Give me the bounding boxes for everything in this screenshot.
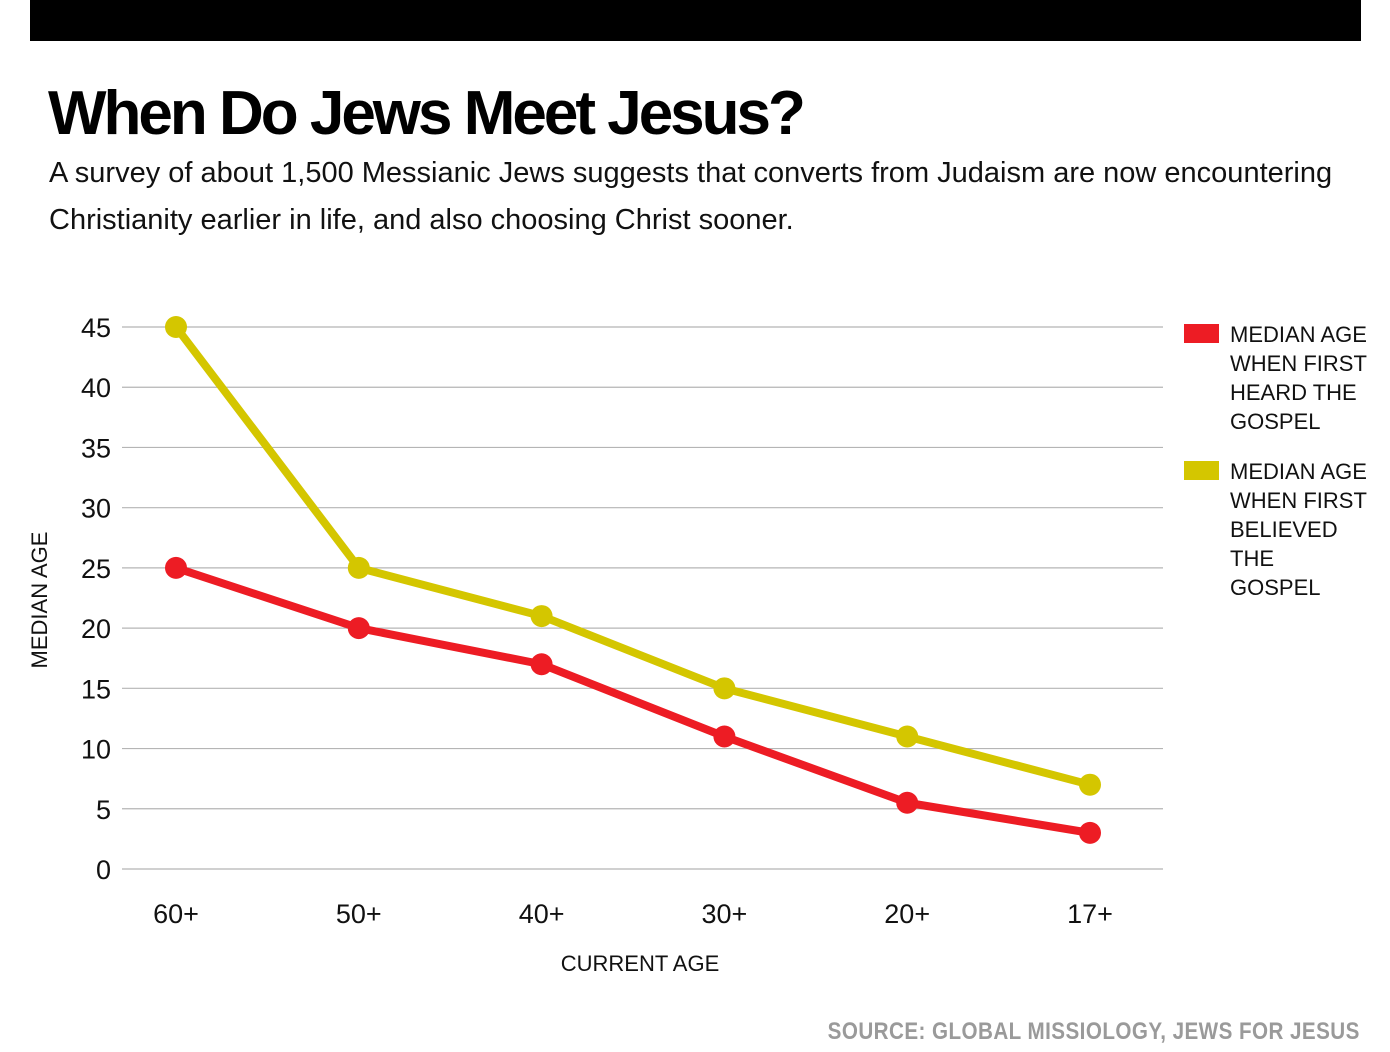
top-bar	[30, 0, 1361, 41]
y-tick-label: 45	[81, 313, 111, 343]
y-tick-label: 25	[81, 554, 111, 584]
series-line	[172, 563, 1094, 837]
y-tick-label: 5	[96, 795, 111, 825]
legend-swatch-heard	[1184, 324, 1219, 343]
series-0	[165, 556, 1101, 844]
data-point	[530, 605, 553, 628]
legend-item-heard: MEDIAN AGE WHEN FIRST HEARD THE GOSPEL	[1184, 320, 1384, 436]
series-layer	[165, 316, 1101, 844]
data-point	[165, 556, 187, 579]
y-tick-label: 35	[81, 433, 111, 463]
x-tick-label: 30+	[701, 899, 747, 929]
legend: MEDIAN AGE WHEN FIRST HEARD THE GOSPEL M…	[1184, 320, 1384, 623]
legend-item-believed: MEDIAN AGE WHEN FIRST BELIEVED THE GOSPE…	[1184, 457, 1384, 602]
x-tick-label: 40+	[519, 899, 565, 929]
series-line	[172, 323, 1094, 789]
data-point	[530, 653, 553, 676]
x-tick-labels: 60+ 50+ 40+ 30+ 20+ 17+	[153, 899, 1113, 929]
x-tick-label: 60+	[153, 899, 199, 929]
x-tick-label: 17+	[1067, 899, 1113, 929]
y-tick-label: 30	[81, 494, 111, 524]
gridlines	[122, 326, 1163, 870]
chart-subtitle: A survey of about 1,500 Messianic Jews s…	[49, 157, 1333, 236]
data-point	[347, 556, 370, 579]
data-point	[165, 316, 187, 338]
y-tick-label: 15	[81, 674, 111, 704]
data-point	[896, 725, 919, 748]
series-1	[165, 316, 1101, 796]
y-axis-title: MEDIAN AGE	[27, 532, 52, 669]
data-point	[713, 725, 736, 748]
data-point	[347, 617, 370, 640]
y-tick-label: 40	[81, 373, 111, 403]
data-point	[1079, 821, 1101, 844]
y-tick-label: 0	[96, 855, 111, 885]
y-tick-label: 10	[81, 735, 111, 765]
legend-swatch-believed	[1184, 461, 1219, 480]
legend-label-believed: MEDIAN AGE WHEN FIRST BELIEVED THE GOSPE…	[1230, 459, 1367, 600]
source-credit: SOURCE: GLOBAL MISSIOLOGY, JEWS FOR JESU…	[827, 1018, 1360, 1045]
x-tick-label: 20+	[884, 899, 930, 929]
x-axis-title: CURRENT AGE	[561, 951, 720, 976]
chart-title: When Do Jews Meet Jesus?	[48, 79, 806, 148]
y-tick-label: 20	[81, 614, 111, 644]
data-point	[713, 677, 736, 700]
legend-label-heard: MEDIAN AGE WHEN FIRST HEARD THE GOSPEL	[1230, 322, 1367, 434]
data-point	[896, 791, 919, 814]
data-point	[1079, 773, 1101, 796]
y-tick-labels: 0 5 10 15 20 25 30 35 40 45	[81, 313, 111, 885]
x-tick-label: 50+	[336, 899, 382, 929]
